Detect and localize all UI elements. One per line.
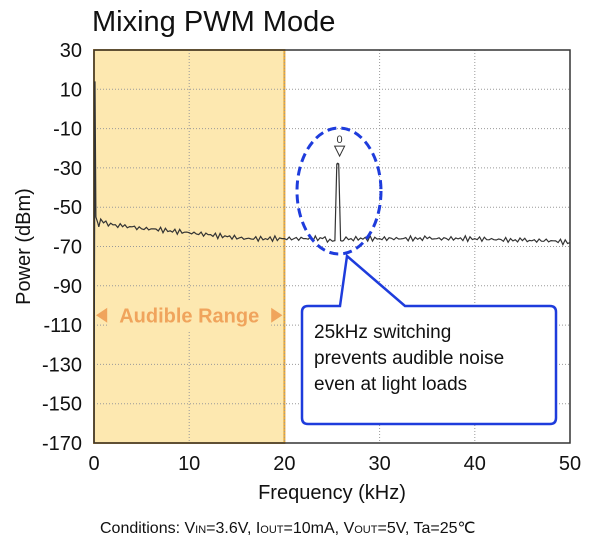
peak-marker: 0 [333,134,346,158]
y-tick-label: 30 [60,40,82,62]
x-tick-label: 20 [273,453,295,475]
y-tick-label: -150 [42,394,82,416]
conditions-vout-sub: OUT [354,524,378,536]
callout-ellipse [295,126,383,256]
y-tick-label: -90 [53,276,82,298]
y-tick-label: -10 [53,119,82,141]
audible-range-label: Audible Range [119,305,259,327]
conditions-iout-sub: OUT [260,524,284,536]
x-tick-label: 10 [178,453,200,475]
y-tick-label: -130 [42,354,82,376]
conditions-note: Conditions: VIN=3.6V, IOUT=10mA, VOUT=5V… [100,518,476,538]
x-tick-label: 30 [368,453,390,475]
y-tick-label: -30 [53,158,82,180]
chart-title: Mixing PWM Mode [92,6,336,38]
conditions-iout-value: =10mA, V [283,520,355,537]
callout-text-line: 25kHz switching [314,322,451,343]
x-axis-label: Frequency (kHz) [258,482,406,504]
y-tick-label: 10 [60,79,82,101]
audible-range-label-background [107,300,272,331]
peak-marker-label: 0 [337,134,343,146]
callout-box [300,253,558,426]
conditions-vin-value: =3.6V, I [206,520,261,537]
conditions-vout-value: =5V, Ta=25℃ [377,520,476,537]
y-tick-label: -50 [53,197,82,219]
audible-range-arrow: Audible Range [96,300,283,331]
y-tick-label: -170 [42,433,82,455]
x-tick-label: 40 [464,453,486,475]
x-tick-label: 50 [559,453,581,475]
tick-labels: 30 10 -10 -30 -50 -70 -90 -110 -130 -150 -170 0 10 20… [42,40,581,475]
x-tick-label: 0 [88,453,99,475]
y-axis-label: Power (dBm) [13,188,35,305]
y-tick-label: -70 [53,237,82,259]
audible-range-region [93,49,286,444]
callout-text-line: even at light loads [314,374,467,395]
peak-marker-triangle [333,145,346,158]
conditions-prefix: Conditions: V [100,520,196,537]
callout-text-line: prevents audible noise [314,348,504,369]
series-line [93,81,571,444]
y-tick-label: -110 [43,315,82,337]
conditions-vin-sub: IN [195,524,207,536]
annotation-callout: 25kHz switching prevents audible noise e… [295,126,558,426]
